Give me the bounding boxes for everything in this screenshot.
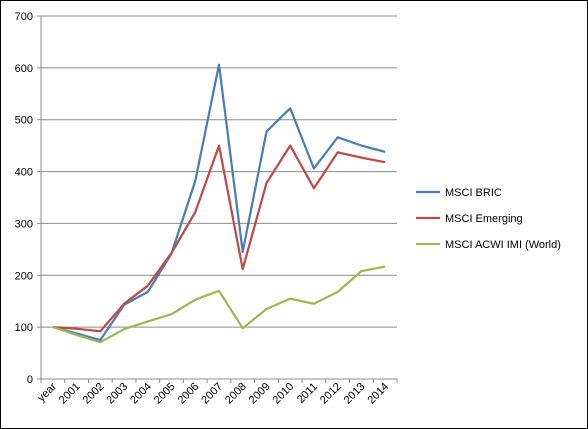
x-tick-label: 2014: [365, 381, 391, 407]
y-tick-label: 400: [15, 167, 33, 179]
x-tick-label: 2007: [199, 381, 225, 407]
series-lines: [52, 63, 386, 344]
y-tick-label: 700: [15, 11, 33, 23]
axes: [40, 16, 397, 380]
gridlines: [41, 15, 397, 328]
x-tick-label: 2005: [152, 381, 178, 407]
y-tick-label: 600: [15, 63, 33, 75]
x-tick-label: 2009: [247, 381, 273, 407]
y-tick-label: 0: [27, 374, 33, 386]
y-axis-ticks: 0 100 200 300 400 500 600 700: [15, 11, 41, 386]
y-tick-label: 300: [15, 218, 33, 230]
y-tick-label: 500: [15, 115, 33, 127]
x-tick-label: 2001: [57, 381, 83, 407]
x-tick-label: 2006: [176, 381, 202, 407]
series-line-1: [52, 144, 386, 333]
series-line-2: [52, 265, 386, 344]
x-tick-label: 2011: [295, 381, 320, 406]
x-tick-label: 2012: [318, 381, 344, 407]
x-tick-label: 2003: [104, 381, 130, 407]
x-tick-label: 2008: [223, 381, 249, 407]
y-tick-label: 200: [15, 270, 33, 282]
series-line-0: [52, 63, 386, 342]
x-tick-label: year: [35, 380, 59, 404]
x-tick-label: 2004: [128, 381, 154, 407]
legend: MSCI BRIC MSCI Emerging MSCI ACWI IMI (Wor…: [416, 187, 561, 251]
legend-label: MSCI ACWI IMI (World): [445, 239, 561, 251]
y-tick-label: 100: [15, 322, 33, 334]
x-tick-label: 2013: [342, 381, 368, 407]
x-axis-ticks: year200120022003200420052006200720082009…: [35, 379, 398, 407]
x-tick-label: 2010: [271, 381, 297, 407]
legend-label: MSCI Emerging: [445, 213, 523, 225]
x-tick-label: 2002: [81, 381, 107, 407]
legend-label: MSCI BRIC: [445, 187, 502, 199]
